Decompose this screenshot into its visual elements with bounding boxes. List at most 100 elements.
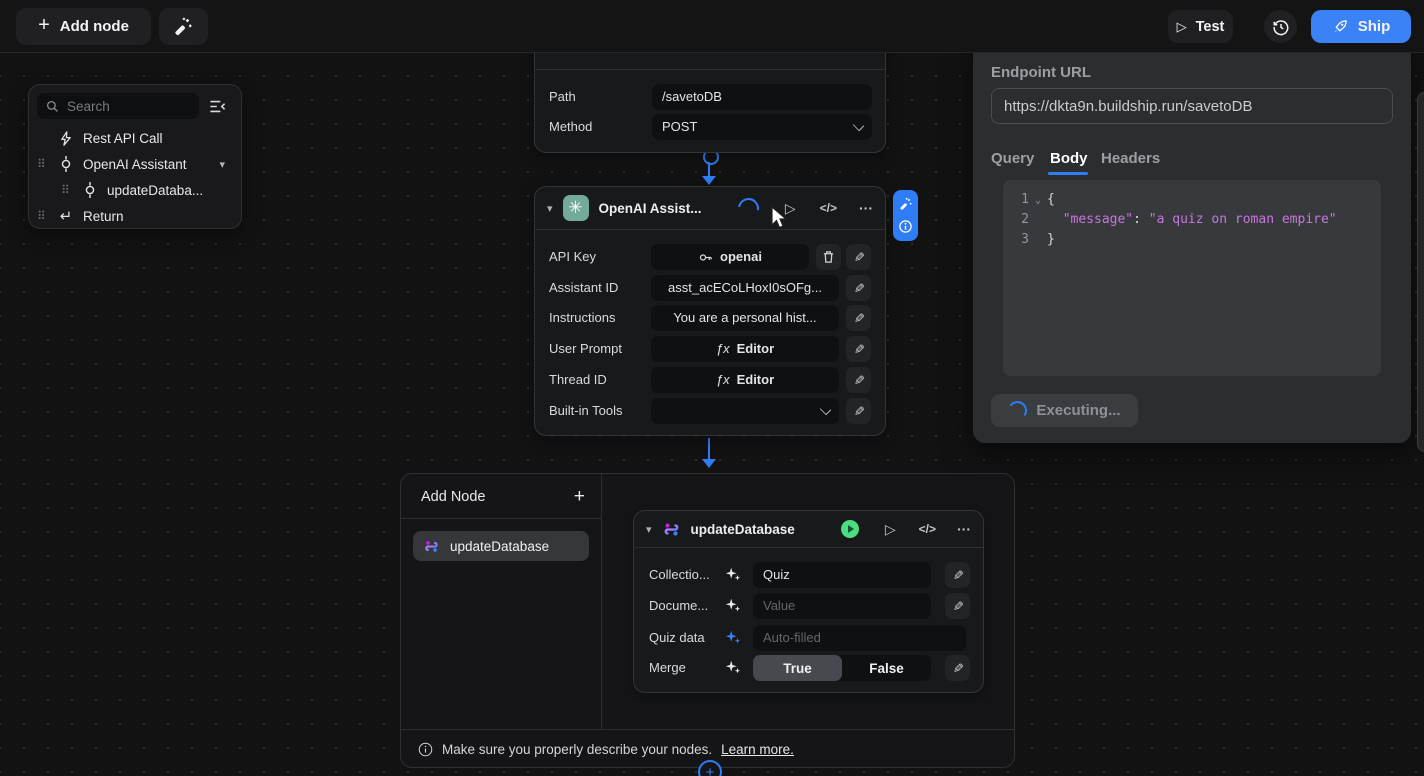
add-node-button[interactable]: + Add node xyxy=(16,8,151,45)
merge-toggle: True False xyxy=(753,655,931,681)
active-tab-underline xyxy=(1048,172,1088,175)
more-options-icon[interactable]: ··· xyxy=(859,200,873,216)
tree-item-updatedatabase[interactable]: ⠿ updateDataba... xyxy=(37,177,233,203)
plus-icon[interactable]: + xyxy=(573,486,585,507)
method-select[interactable]: POST xyxy=(652,114,872,140)
edit-document-button[interactable]: ✎ xyxy=(945,593,970,619)
built-in-tools-label: Built-in Tools xyxy=(549,403,623,418)
edit-instructions-button[interactable]: ✎ xyxy=(846,305,871,331)
user-prompt-editor-button[interactable]: ƒx Editor xyxy=(651,336,839,362)
ship-button-label: Ship xyxy=(1357,18,1391,35)
tree-item-label: updateDataba... xyxy=(107,182,204,198)
executing-spinner-icon xyxy=(1006,399,1029,422)
learn-more-link[interactable]: Learn more. xyxy=(721,742,794,757)
rest-api-node[interactable]: Path /savetoDB Method POST xyxy=(534,40,886,153)
add-node-item-label: updateDatabase xyxy=(450,538,550,554)
tab-body[interactable]: Body xyxy=(1050,150,1088,167)
edit-built-in-tools-button[interactable]: ✎ xyxy=(846,398,871,424)
drag-handle-icon[interactable]: ⠿ xyxy=(61,183,70,197)
thread-id-label: Thread ID xyxy=(549,372,607,387)
method-label: Method xyxy=(549,119,593,134)
rocket-icon xyxy=(1334,20,1347,33)
history-button[interactable] xyxy=(1264,10,1297,43)
updatedatabase-node-header[interactable]: ▾ updateDatabase ▷ </> ··· xyxy=(634,511,983,547)
more-options-icon[interactable]: ··· xyxy=(957,521,971,537)
updatedatabase-node[interactable]: ▾ updateDatabase ▷ </> ··· Collectio... … xyxy=(633,510,984,693)
api-key-field[interactable]: openai xyxy=(651,244,809,270)
collapse-caret-icon[interactable]: ▾ xyxy=(547,202,553,215)
add-node-panel-title: Add Node xyxy=(421,489,486,505)
edit-api-key-button[interactable]: ✎ xyxy=(846,244,871,270)
ship-button[interactable]: Ship xyxy=(1311,10,1411,43)
run-node-icon[interactable]: ▷ xyxy=(884,521,896,537)
edit-merge-button[interactable]: ✎ xyxy=(945,655,970,681)
collection-label: Collectio... xyxy=(649,567,710,582)
drag-handle-icon[interactable]: ⠿ xyxy=(37,209,46,223)
code-text: { xyxy=(1047,192,1055,207)
path-input[interactable]: /savetoDB xyxy=(652,84,872,110)
user-prompt-label: User Prompt xyxy=(549,341,622,356)
thread-id-editor-button[interactable]: ƒx Editor xyxy=(651,367,839,393)
edit-assistant-id-button[interactable]: ✎ xyxy=(846,275,871,301)
json-key: "message" xyxy=(1062,212,1134,227)
openai-assistant-node[interactable]: ▾ ✳ OpenAI Assist... ▷ </> ··· API Key o… xyxy=(534,186,886,436)
node-title: updateDatabase xyxy=(690,521,795,537)
tree-item-return[interactable]: ⠿ ↵ Return xyxy=(37,203,233,229)
api-key-label: API Key xyxy=(549,249,596,264)
edit-collection-button[interactable]: ✎ xyxy=(945,562,970,588)
edit-user-prompt-button[interactable]: ✎ xyxy=(846,336,871,362)
endpoint-url-input[interactable] xyxy=(991,88,1393,124)
document-input[interactable]: Value xyxy=(753,593,931,619)
line-number: 1 xyxy=(1021,192,1029,207)
add-node-item-updatedatabase[interactable]: updateDatabase xyxy=(413,531,589,561)
magic-wand-icon[interactable] xyxy=(899,197,913,211)
collection-input[interactable]: Quiz xyxy=(753,562,931,588)
expand-caret-icon[interactable]: ▾ xyxy=(219,158,225,171)
info-icon[interactable] xyxy=(898,219,913,234)
instructions-input[interactable]: You are a personal hist... xyxy=(651,305,839,331)
search-input[interactable] xyxy=(37,93,199,119)
tab-query[interactable]: Query xyxy=(991,150,1035,167)
pencil-icon: ✎ xyxy=(950,569,966,581)
test-inspector-panel: Endpoint URL Query Body Headers 1 ⌄ { 2⌄ "… xyxy=(973,42,1411,443)
ai-generate-button[interactable] xyxy=(159,8,208,45)
loading-spinner-icon xyxy=(733,193,763,223)
code-icon[interactable]: </> xyxy=(819,201,837,215)
drag-handle-icon[interactable]: ⠿ xyxy=(37,157,46,171)
collapse-list-icon[interactable] xyxy=(209,99,226,114)
tab-headers[interactable]: Headers xyxy=(1101,150,1161,167)
tree-item-openai-assistant[interactable]: ⠿ OpenAI Assistant ▾ xyxy=(37,151,233,177)
footer-text: Make sure you properly describe your nod… xyxy=(442,742,713,757)
add-node-on-edge-button[interactable]: + xyxy=(698,760,722,776)
merge-true-option[interactable]: True xyxy=(753,655,842,681)
updatedatabase-icon xyxy=(664,522,678,536)
assistant-id-label: Assistant ID xyxy=(549,280,619,295)
add-node-panel: Add Node + updateDatabase xyxy=(401,474,602,729)
assistant-id-input[interactable]: asst_acECoLHoxI0sOFg... xyxy=(651,275,839,301)
play-icon: ▷ xyxy=(1176,18,1187,34)
collapse-caret-icon[interactable]: ▾ xyxy=(646,523,652,536)
trash-icon xyxy=(823,251,834,263)
edit-thread-id-button[interactable]: ✎ xyxy=(846,367,871,393)
connection-line xyxy=(708,162,710,176)
updatedatabase-icon xyxy=(425,540,438,552)
delete-api-key-button[interactable] xyxy=(816,244,841,270)
pencil-icon: ✎ xyxy=(851,282,867,294)
pencil-icon: ✎ xyxy=(851,405,867,417)
ai-sparkle-icon xyxy=(725,660,741,674)
openai-node-header[interactable]: ▾ ✳ OpenAI Assist... ▷ </> ··· xyxy=(535,187,885,229)
test-button[interactable]: ▷ Test xyxy=(1168,10,1233,43)
code-text: : xyxy=(1133,212,1149,227)
node-quick-tools[interactable] xyxy=(893,190,918,241)
pencil-icon: ✎ xyxy=(851,312,867,324)
pencil-icon: ✎ xyxy=(851,374,867,386)
run-node-icon[interactable]: ▷ xyxy=(784,200,796,216)
tree-item-rest-api-call[interactable]: Rest API Call xyxy=(37,125,233,151)
fold-caret-icon[interactable]: ⌄ xyxy=(1035,195,1042,206)
built-in-tools-select[interactable] xyxy=(651,398,839,424)
code-icon[interactable]: </> xyxy=(918,522,936,536)
quiz-data-input[interactable]: Auto-filled xyxy=(753,625,966,651)
body-json-editor[interactable]: 1 ⌄ { 2⌄ "message": "a quiz on roman empir… xyxy=(1003,180,1381,376)
merge-false-option[interactable]: False xyxy=(869,660,904,676)
